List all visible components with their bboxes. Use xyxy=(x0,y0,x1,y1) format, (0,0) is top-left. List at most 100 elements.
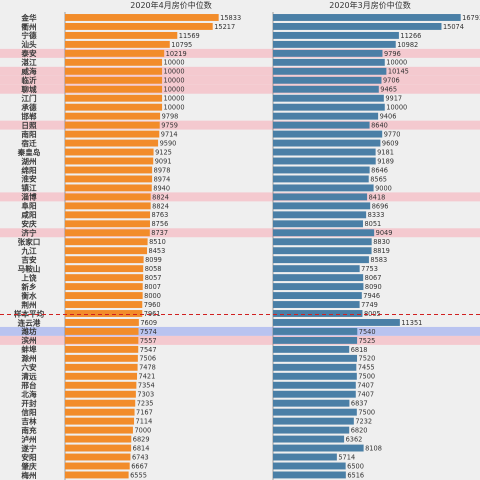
march-value-label: 9917 xyxy=(385,95,402,103)
april-value-label: 8007 xyxy=(144,283,161,291)
city-label: 南充 xyxy=(21,425,37,435)
city-label: 汕头 xyxy=(21,39,37,49)
march-bar xyxy=(273,157,376,165)
march-value-label: 10000 xyxy=(386,59,407,67)
march-value-label: 6837 xyxy=(351,400,368,408)
march-value-label: 8583 xyxy=(370,256,387,264)
march-value-label: 9181 xyxy=(377,148,394,156)
april-bar xyxy=(65,112,161,120)
april-value-label: 7961 xyxy=(144,310,161,318)
march-value-label: 7540 xyxy=(359,328,376,336)
april-bar xyxy=(65,184,152,192)
march-value-label: 9609 xyxy=(382,139,399,147)
march-bar xyxy=(273,354,358,362)
april-value-label: 8058 xyxy=(145,265,162,273)
march-bar xyxy=(273,238,372,246)
city-label: 开封 xyxy=(21,398,37,408)
march-value-label: 8640 xyxy=(371,122,388,130)
march-value-label: 8565 xyxy=(370,175,387,183)
march-value-label: 7749 xyxy=(361,301,378,309)
march-value-label: 11266 xyxy=(400,32,421,40)
march-bar xyxy=(273,426,350,434)
march-value-label: 6820 xyxy=(351,427,368,435)
april-bar xyxy=(65,345,139,353)
city-label: 吉安 xyxy=(21,254,37,264)
march-bar xyxy=(273,381,356,389)
highlight-band xyxy=(0,335,480,345)
march-bar xyxy=(273,211,367,219)
city-label: 南阳 xyxy=(21,129,37,139)
april-value-label: 10000 xyxy=(164,68,185,76)
march-value-label: 9706 xyxy=(383,77,400,85)
city-label: 淮安 xyxy=(21,174,37,184)
march-bar xyxy=(273,283,364,291)
march-panel-title: 2020年3月房价中位数 xyxy=(329,0,410,10)
march-value-label: 9770 xyxy=(384,130,401,138)
city-label: 潍坊 xyxy=(21,326,37,336)
april-value-label: 8940 xyxy=(153,184,170,192)
city-label: 阜阳 xyxy=(21,201,37,211)
city-label: 镇江 xyxy=(21,183,37,193)
march-value-label: 7407 xyxy=(357,391,374,399)
city-label: 清远 xyxy=(21,371,37,381)
march-value-label: 8051 xyxy=(364,220,381,228)
march-bar xyxy=(273,292,362,300)
march-bar xyxy=(273,247,372,255)
april-value-label: 7557 xyxy=(140,337,157,345)
april-bar xyxy=(65,49,165,57)
march-bar xyxy=(273,229,375,237)
city-label: 滁州 xyxy=(21,353,36,363)
april-value-label: 8763 xyxy=(152,211,169,219)
april-bar xyxy=(65,193,151,201)
april-bar xyxy=(65,175,153,183)
april-value-label: 6667 xyxy=(131,462,148,470)
march-bar xyxy=(273,462,346,470)
march-value-label: 7525 xyxy=(359,337,376,345)
april-bar xyxy=(65,85,163,93)
march-value-label: 7500 xyxy=(358,409,375,417)
march-bar xyxy=(273,301,360,308)
april-bar xyxy=(65,40,170,48)
april-bar xyxy=(65,399,136,407)
march-bar xyxy=(273,444,364,452)
april-bar xyxy=(65,301,143,308)
april-bar xyxy=(65,363,138,371)
april-bar xyxy=(65,202,151,210)
march-bar xyxy=(273,94,384,102)
march-bar xyxy=(273,256,369,264)
march-value-label: 8696 xyxy=(372,202,389,210)
city-label: 张家口 xyxy=(18,237,41,247)
city-label: 梅州 xyxy=(21,470,36,480)
city-label: 泸州 xyxy=(21,434,36,444)
city-label: 连云港 xyxy=(18,317,41,327)
city-label: 吉林 xyxy=(21,416,37,426)
april-value-label: 10795 xyxy=(171,41,192,49)
april-bar xyxy=(65,283,143,291)
april-value-label: 8000 xyxy=(144,292,161,300)
march-value-label: 7946 xyxy=(363,292,380,300)
city-label: 上饶 xyxy=(21,272,37,282)
april-bar xyxy=(65,14,219,21)
march-value-label: 15074 xyxy=(443,23,464,31)
march-value-label: 8090 xyxy=(365,283,382,291)
april-value-label: 10000 xyxy=(164,104,185,112)
city-label: 咸阳 xyxy=(21,210,37,220)
march-value-label: 10982 xyxy=(397,41,418,49)
april-value-label: 8978 xyxy=(154,166,171,174)
april-value-label: 10219 xyxy=(166,50,187,58)
april-value-label: 7421 xyxy=(139,373,156,381)
march-bar xyxy=(273,372,357,380)
april-value-label: 7574 xyxy=(140,328,157,336)
april-value-label: 10000 xyxy=(164,95,185,103)
april-value-label: 9714 xyxy=(161,130,178,138)
march-value-label: 7753 xyxy=(361,265,378,273)
april-bar xyxy=(65,265,144,273)
march-bar xyxy=(273,31,399,39)
april-value-label: 9091 xyxy=(155,157,172,165)
april-value-label: 6743 xyxy=(132,453,149,461)
city-label: 宿迁 xyxy=(21,138,37,148)
april-bar xyxy=(65,327,139,335)
march-bar xyxy=(273,193,368,201)
city-label: 日照 xyxy=(21,121,37,130)
